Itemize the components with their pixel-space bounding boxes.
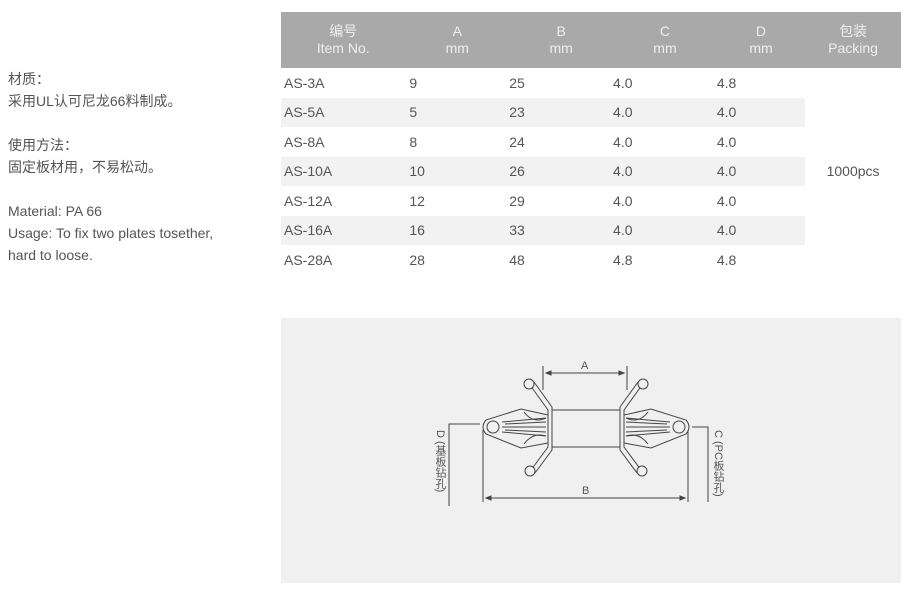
table-cell: 33 [509, 215, 614, 245]
header-en: Item No. [316, 40, 370, 56]
usage-cn-label: 使用方法： [8, 137, 78, 153]
dimension-diagram: A B D (基板钻孔) C (PC板钻孔) [281, 318, 901, 583]
table-cell: 23 [509, 97, 614, 127]
table-cell: 4.8 [716, 74, 737, 91]
table-cell: AS-16A [281, 215, 406, 245]
header-cn: A [452, 23, 462, 39]
table-cell: 4.0 [613, 156, 717, 186]
table-row: AS-12A 12 29 4.0 4.0 [281, 186, 901, 216]
table-row: AS-16A 16 33 4.0 4.0 [281, 215, 901, 245]
label-b: B [582, 485, 590, 497]
header-cn: 包装 [839, 23, 868, 39]
table-cell: 5 [405, 97, 510, 127]
header-cn: D [755, 23, 767, 39]
table-cell: 4.8 [613, 251, 633, 268]
table-cell: 9 [409, 74, 418, 91]
table-row: AS-28A 28 48 4.8 4.8 [281, 245, 901, 275]
material-cn: 采用UL认可尼龙66料制成。 [8, 93, 182, 109]
table-cell: 29 [509, 192, 525, 209]
dimension-b [482, 430, 689, 502]
label-d: D (基板钻孔) [434, 430, 446, 493]
table-cell: 4.0 [716, 133, 737, 150]
header-en: mm [653, 40, 677, 56]
usage-cn: 固定板材用，不易松动。 [8, 159, 162, 175]
table-cell: 4.0 [716, 192, 737, 209]
table-cell: AS-12A [284, 192, 333, 209]
table-cell: 4.0 [613, 192, 633, 209]
material-cn-label: 材质： [8, 71, 50, 87]
table-cell: 10 [405, 156, 510, 186]
table-cell: AS-5A [281, 97, 406, 127]
table-cell: 48 [509, 251, 525, 268]
label-c: C (PC板钻孔) [712, 430, 724, 497]
dimension-d [448, 423, 480, 506]
header-en: mm [445, 40, 469, 56]
column-header: 编号 Item No. [281, 12, 406, 68]
table-cell: 12 [409, 192, 425, 209]
table-cell: 16 [405, 215, 510, 245]
product-description: 材质： 采用UL认可尼龙66料制成。 使用方法： 固定板材用，不易松动。 Mater… [8, 68, 213, 266]
table-cell: 4.0 [613, 133, 633, 150]
label-a: A [581, 360, 589, 372]
table-cell: 4.0 [613, 215, 717, 245]
table-cell: 4.8 [716, 251, 737, 268]
table-cell: AS-8A [284, 133, 325, 150]
table-cell: 24 [509, 133, 525, 150]
dimension-a [542, 366, 628, 390]
header-en: Packing [828, 40, 878, 56]
table-cell: 25 [509, 74, 525, 91]
material-en: Material: PA 66 [8, 203, 102, 219]
table-cell: 4.0 [716, 215, 806, 245]
table-row: AS-3A 9 25 4.0 4.8 1000pcs [281, 68, 901, 275]
table-row: AS-5A 5 23 4.0 4.0 [281, 97, 901, 127]
table-row: AS-8A 8 24 4.0 4.0 [281, 127, 901, 157]
header-cn: C [659, 23, 670, 39]
table-cell: AS-10A [281, 156, 406, 186]
clip-part [482, 378, 690, 477]
table-cell: 4.0 [716, 97, 806, 127]
usage-en-2: hard to loose. [8, 247, 93, 263]
usage-en: Usage: To fix two plates tosether, [8, 225, 214, 241]
table-cell: 4.0 [613, 97, 717, 127]
table-cell: AS-28A [284, 251, 333, 268]
table-row: AS-10A 10 26 4.0 4.0 [281, 156, 901, 186]
column-header: 包装 Packing [805, 12, 901, 68]
header-en: mm [549, 40, 573, 56]
header-en: mm [749, 40, 773, 56]
table-cell: 8 [409, 133, 418, 150]
table-cell: 28 [409, 251, 425, 268]
header-cn: B [556, 23, 566, 39]
table-cell: AS-3A [284, 74, 325, 91]
packing-cell: 1000pcs [805, 68, 901, 275]
table-cell: 4.0 [613, 74, 633, 91]
table-cell: 26 [509, 156, 614, 186]
table-cell: 4.0 [716, 156, 806, 186]
dimension-c [692, 426, 709, 502]
header-cn: 编号 [329, 23, 358, 39]
